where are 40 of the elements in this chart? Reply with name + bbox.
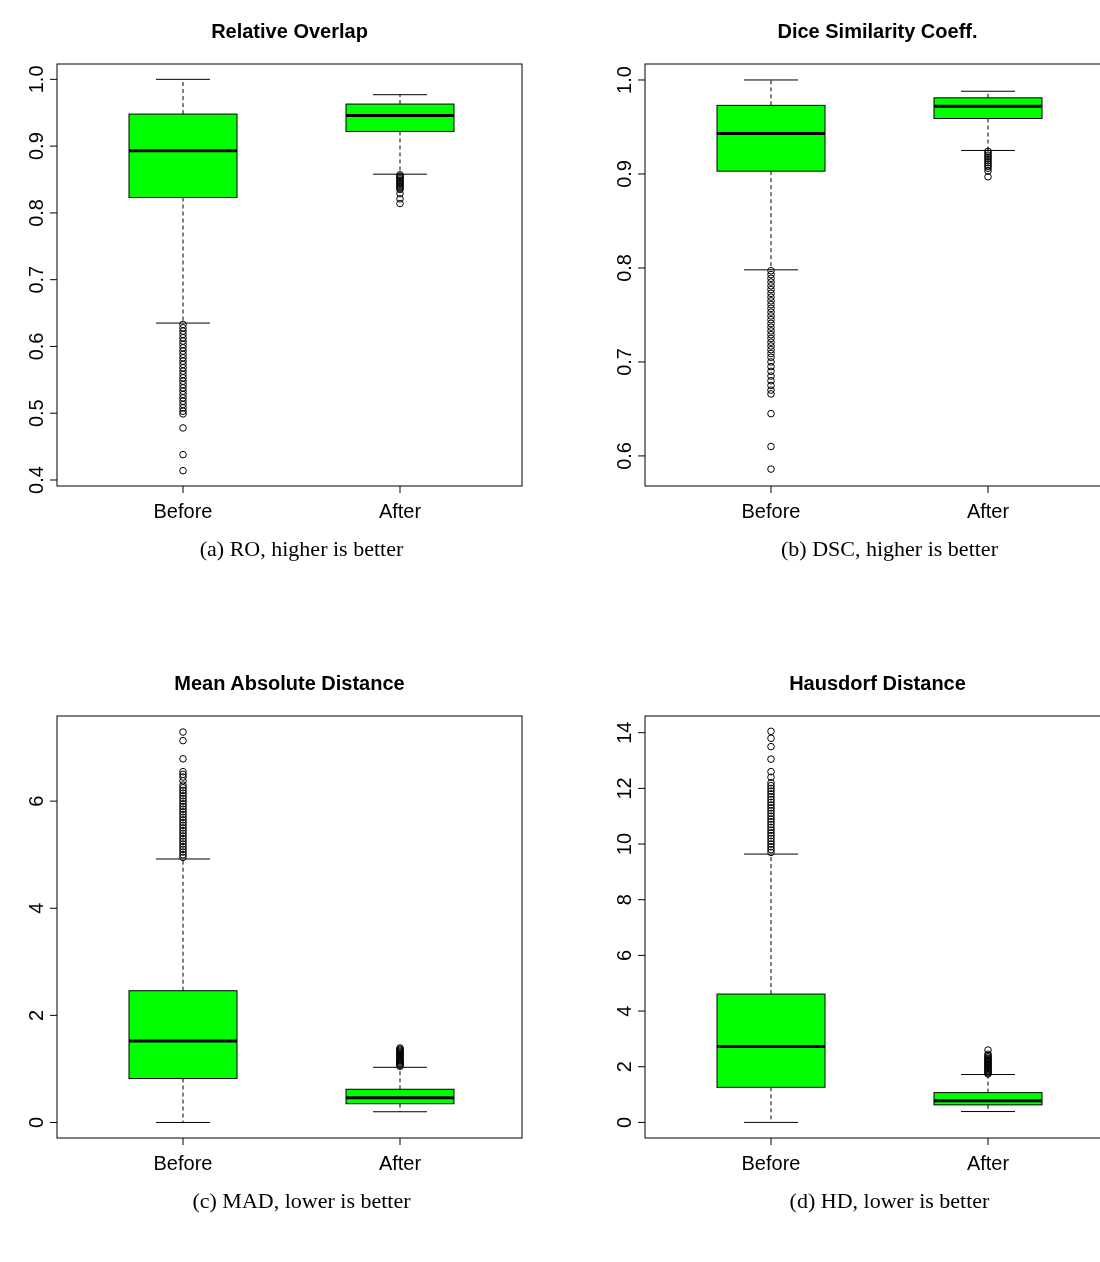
text: (d) HD, lower is better: [789, 1188, 991, 1213]
x-tick-label: Before: [741, 500, 801, 522]
x-tick-label: After: [378, 1152, 422, 1174]
chart-title: Relative Overlap: [211, 20, 368, 42]
y-tick-label: 14: [613, 721, 635, 744]
y-tick-label: 1.0: [613, 66, 635, 94]
y-tick-label: 8: [613, 894, 635, 906]
y-tick-label: 0.4: [25, 466, 47, 494]
y-tick-label: 4: [25, 902, 47, 914]
y-tick-label: 0.8: [25, 199, 47, 227]
y-tick-label: 12: [613, 777, 635, 800]
x-tick-label: Before: [153, 1152, 213, 1174]
x-tick-label: Before: [741, 1152, 801, 1174]
x-tick-label: After: [966, 500, 1010, 522]
text: (b) DSC, higher is better: [781, 536, 999, 561]
y-tick-label: 2: [25, 1009, 47, 1021]
chart-title: Dice Similarity Coeff.: [777, 20, 978, 42]
y-tick-label: 0.6: [25, 332, 47, 361]
y-tick-label: 0.6: [613, 442, 635, 470]
y-tick-label: 0.8: [613, 254, 635, 282]
chart-title: Hausdorf Distance: [789, 672, 966, 694]
y-tick-label: 2: [613, 1061, 635, 1073]
y-tick-label: 0.5: [25, 399, 47, 428]
chart-title: Mean Absolute Distance: [174, 672, 405, 694]
y-tick-label: 6: [613, 949, 635, 961]
y-tick-label: 0: [613, 1116, 635, 1128]
y-tick-label: 4: [613, 1005, 635, 1017]
y-tick-label: 1.0: [25, 65, 47, 94]
text: (c) MAD, lower is better: [192, 1188, 412, 1213]
y-tick-label: 0.7: [613, 348, 635, 376]
x-tick-label: After: [966, 1152, 1010, 1174]
y-tick-label: 0: [25, 1116, 47, 1129]
y-tick-label: 6: [25, 795, 47, 807]
y-tick-label: 0.9: [613, 160, 635, 188]
y-tick-label: 10: [613, 832, 635, 856]
text: (a) RO, higher is better: [199, 536, 404, 561]
x-tick-label: After: [378, 500, 422, 522]
y-tick-label: 0.7: [25, 265, 47, 294]
y-tick-label: 0.9: [25, 132, 47, 161]
x-tick-label: Before: [153, 500, 213, 522]
